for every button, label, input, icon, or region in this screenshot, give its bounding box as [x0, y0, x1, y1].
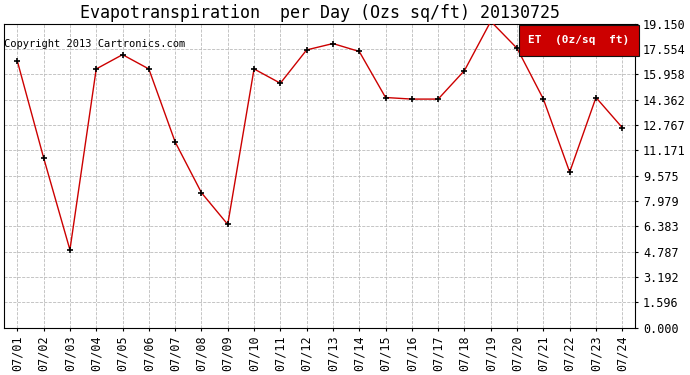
Text: Copyright 2013 Cartronics.com: Copyright 2013 Cartronics.com: [4, 39, 186, 49]
Text: ET  (0z/sq  ft): ET (0z/sq ft): [528, 35, 629, 45]
FancyBboxPatch shape: [519, 25, 639, 56]
Title: Evapotranspiration  per Day (Ozs sq/ft) 20130725: Evapotranspiration per Day (Ozs sq/ft) 2…: [80, 4, 560, 22]
